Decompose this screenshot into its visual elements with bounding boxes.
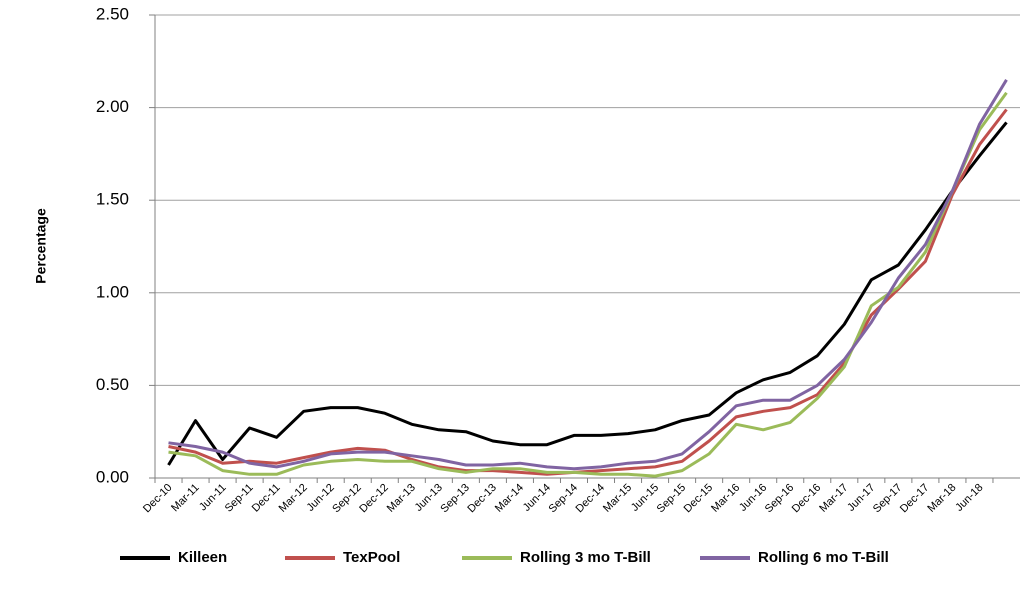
x-tick-label: Sep-17 — [871, 482, 905, 516]
y-axis-label: Percentage — [33, 208, 49, 284]
x-tick-label: Dec-12 — [357, 482, 391, 516]
x-tick-label: Dec-11 — [250, 482, 283, 515]
legend-label: Rolling 3 mo T-Bill — [520, 549, 651, 566]
x-tick-label: Dec-15 — [682, 482, 716, 516]
x-tick-label: Dec-14 — [574, 482, 608, 516]
x-tick-label: Mar-16 — [709, 482, 742, 515]
x-tick-label: Mar-13 — [385, 482, 418, 515]
legend-label: Rolling 6 mo T-Bill — [758, 549, 889, 566]
y-tick-label: 2.50 — [96, 4, 129, 23]
series-line — [168, 91, 1008, 478]
legend-label: Killeen — [178, 549, 227, 566]
x-tick-label: Sep-15 — [655, 482, 689, 516]
x-tick-label: Jun-18 — [953, 482, 985, 514]
legend-label: TexPool — [343, 549, 400, 566]
x-tick-label: Sep-14 — [547, 482, 581, 516]
x-tick-label: Dec-13 — [465, 482, 499, 516]
x-tick-label: Sep-13 — [438, 482, 472, 516]
x-tick-label: Sep-11 — [223, 482, 256, 515]
series-line — [168, 108, 1008, 476]
x-tick-label: Sep-12 — [330, 482, 364, 516]
y-tick-label: 1.00 — [96, 282, 129, 301]
series-line — [167, 121, 1008, 466]
x-tick-label: Mar-18 — [925, 482, 958, 515]
y-tick-label: 2.00 — [96, 97, 129, 116]
x-tick-label: Mar-12 — [277, 482, 310, 515]
x-tick-label: Mar-15 — [601, 482, 634, 515]
x-tick-label: Sep-16 — [763, 482, 797, 516]
y-tick-label: 1.50 — [96, 190, 129, 209]
x-tick-label: Dec-17 — [898, 482, 932, 516]
y-tick-label: 0.50 — [96, 375, 129, 394]
y-tick-label: 0.00 — [96, 467, 129, 486]
x-tick-label: Mar-14 — [493, 482, 526, 515]
x-tick-label: Mar-11 — [169, 482, 202, 515]
x-tick-label: Dec-10 — [141, 482, 175, 516]
x-tick-label: Dec-16 — [790, 482, 824, 516]
x-tick-label: Mar-17 — [817, 482, 850, 515]
series-line — [168, 79, 1008, 471]
